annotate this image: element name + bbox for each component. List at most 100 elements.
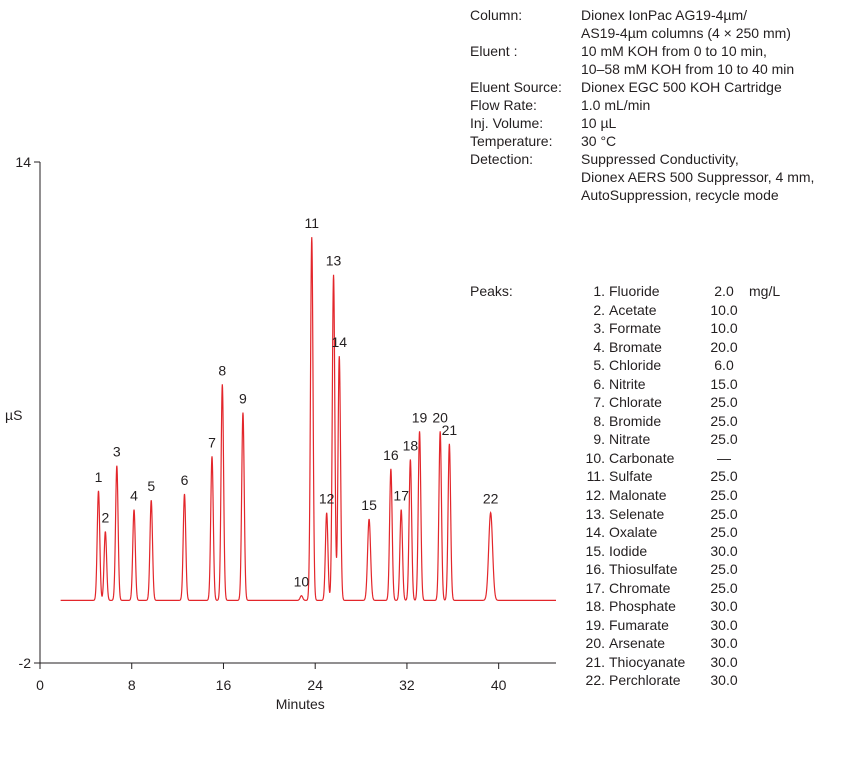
peak-name: Sulfate: [609, 468, 653, 485]
peak-row: 14. Oxalate 25.0: [582, 523, 780, 542]
peak-label: 14: [331, 334, 347, 350]
peak-row: 9. Nitrate 25.0: [582, 430, 780, 449]
peak-name: Thiosulfate: [609, 561, 678, 578]
peak-number: 5.: [593, 357, 605, 374]
peak-label: 7: [208, 434, 216, 450]
peak-name: Perchlorate: [609, 672, 681, 689]
peak-concentration: 25.0: [710, 487, 738, 504]
peak-row: 11. Sulfate 25.0: [582, 467, 780, 486]
peak-concentration: 2.0: [714, 283, 734, 299]
condition-values: 10 mM KOH from 0 to 10 min, 10–58 mM KOH …: [581, 42, 840, 78]
peak-label: 8: [218, 362, 226, 378]
condition-values: 1.0 mL/min: [581, 96, 840, 114]
condition-value: 10–58 mM KOH from 10 to 40 min: [581, 61, 795, 77]
peak-name: Acetate: [609, 301, 657, 318]
peak-label: 2: [101, 509, 109, 525]
peak-label: 21: [442, 422, 458, 438]
peak-name: Oxalate: [609, 524, 658, 541]
condition-value: Dionex AERS 500 Suppressor, 4 mm,: [581, 169, 815, 185]
peak-number: 8.: [593, 412, 605, 429]
condition-value: Suppressed Conductivity,: [581, 151, 739, 167]
peak-number: 3.: [593, 320, 605, 337]
peak-concentration: 30.0: [710, 598, 738, 615]
condition-label: Column:: [470, 7, 523, 23]
peak-name: Formate: [609, 320, 662, 337]
condition-value: 30 °C: [581, 133, 617, 149]
peak-concentration: —: [717, 449, 731, 466]
peak-name: Chromate: [609, 579, 671, 596]
peak-name: Phosphate: [609, 598, 676, 615]
peak-name: Nitrite: [609, 375, 646, 392]
peak-concentration: 30.0: [710, 616, 738, 633]
peak-name: Chlorate: [609, 394, 662, 411]
condition-row: Eluent Source: Dionex EGC 500 KOH Cartrid…: [470, 78, 840, 96]
condition-values: Dionex IonPac AG19-4µm/AS19-4µm columns …: [581, 6, 840, 42]
peak-name: Iodide: [609, 542, 648, 559]
peak-concentration: 25.0: [710, 579, 738, 596]
peak-concentration: 30.0: [710, 542, 738, 559]
condition-row: Inj. Volume: 10 µL: [470, 114, 840, 132]
peak-name: Malonate: [609, 487, 667, 504]
x-axis-label: Minutes: [276, 696, 325, 712]
peak-unit: mg/L: [749, 283, 781, 299]
peak-concentration: 25.0: [710, 505, 738, 522]
peak-label: 22: [483, 491, 499, 507]
peak-name: Bromide: [609, 412, 662, 429]
peak-row: 18. Phosphate 30.0: [582, 597, 780, 616]
peak-number: 19.: [585, 616, 605, 633]
peak-label: 18: [403, 437, 419, 453]
condition-value: Dionex IonPac AG19-4µm/: [581, 7, 748, 23]
condition-value: Dionex EGC 500 KOH Cartridge: [581, 79, 782, 95]
peak-row: 20. Arsenate 30.0: [582, 634, 780, 653]
peak-name: Bromate: [609, 338, 662, 355]
peak-label: 16: [383, 447, 399, 463]
peak-number: 11.: [586, 468, 605, 485]
condition-row: Eluent : 10 mM KOH from 0 to 10 min, 10–58…: [470, 42, 840, 78]
x-tick-label: 32: [399, 677, 415, 693]
peak-label: 13: [326, 253, 342, 269]
peak-label: 3: [113, 444, 121, 460]
peak-row: 4. Bromate 20.0: [582, 338, 780, 357]
peak-row: 22. Perchlorate 30.0: [582, 671, 780, 690]
peak-name: Selenate: [609, 505, 665, 522]
peak-concentration: 25.0: [710, 394, 738, 411]
conditions-panel: Column: Dionex IonPac AG19-4µm/AS19-4µm c…: [470, 6, 840, 204]
condition-value: 10 mM KOH from 0 to 10 min,: [581, 43, 767, 59]
peak-number: 18.: [585, 598, 605, 615]
peak-label: 6: [181, 472, 189, 488]
peak-concentration: 25.0: [710, 561, 738, 578]
y-axis-label: µS: [5, 407, 22, 423]
peak-row: 15. Iodide 30.0: [582, 542, 780, 561]
peak-concentration: 25.0: [710, 524, 738, 541]
condition-row: Column: Dionex IonPac AG19-4µm/AS19-4µm c…: [470, 6, 840, 42]
y-tick-label: 14: [15, 154, 31, 170]
peak-row: 6. Nitrite 15.0: [582, 375, 780, 394]
condition-label: Eluent Source:: [470, 79, 562, 95]
peak-label: 5: [147, 478, 155, 494]
peak-name: Carbonate: [609, 449, 675, 466]
peak-concentration: 15.0: [710, 375, 738, 392]
peak-number: 10.: [585, 449, 605, 466]
peak-number: 14.: [585, 524, 605, 541]
peak-row: 16. Thiosulfate 25.0: [582, 560, 780, 579]
peak-concentration: 30.0: [710, 653, 738, 670]
x-tick-label: 8: [128, 677, 136, 693]
x-tick-label: 40: [491, 677, 507, 693]
peak-row: 8. Bromide 25.0: [582, 412, 780, 431]
peak-row: 13. Selenate 25.0: [582, 505, 780, 524]
peak-row: 17. Chromate 25.0: [582, 579, 780, 598]
peak-label: 10: [294, 574, 310, 590]
peak-number: 4.: [593, 338, 605, 355]
peak-number: 9.: [593, 431, 605, 448]
peak-number: 21.: [585, 653, 605, 670]
peak-number: 16.: [585, 561, 605, 578]
peak-concentration: 6.0: [714, 357, 734, 374]
peak-concentration: 25.0: [710, 431, 738, 448]
condition-value: AutoSuppression, recycle mode: [581, 187, 779, 203]
peak-concentration: 30.0: [710, 672, 738, 689]
condition-label: Inj. Volume:: [470, 115, 544, 131]
peak-label: 15: [361, 497, 377, 513]
condition-values: 30 °C: [581, 132, 840, 150]
peak-concentration: 20.0: [710, 338, 738, 355]
